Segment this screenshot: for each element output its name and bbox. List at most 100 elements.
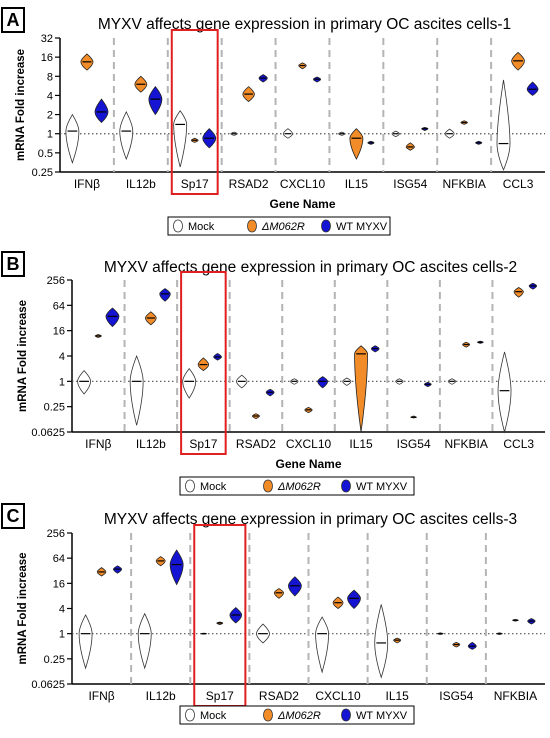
legend-label: WT MYXV	[336, 221, 388, 233]
x-tick-label: RSAD2	[259, 689, 299, 703]
x-tick-label: IL12b	[146, 689, 176, 703]
y-tick-label: 4	[47, 90, 53, 102]
legend-label: ΔM062R	[261, 221, 305, 233]
x-tick-label: IFNβ	[85, 437, 111, 451]
legend-label: WT MYXV	[356, 710, 408, 722]
legend-swatch	[263, 708, 273, 722]
violin-mark	[65, 113, 80, 164]
y-tick-label: 0.0625	[31, 427, 65, 439]
x-tick-label: Sp17	[181, 177, 209, 191]
highlight-box	[180, 271, 227, 455]
violin-mark	[354, 345, 368, 433]
x-tick-label: NFKBIA	[442, 177, 485, 191]
y-tick-label: 0.25	[44, 402, 65, 414]
x-tick-label: ISG54	[397, 437, 431, 451]
x-tick-label: ISG54	[393, 177, 427, 191]
violin-mark	[496, 79, 511, 171]
y-tick-label: 1	[59, 376, 65, 388]
violin-mark	[94, 98, 109, 124]
legend-label: Mock	[200, 481, 227, 493]
violin-mark	[173, 110, 188, 168]
legend-swatch	[263, 479, 273, 493]
panel-label: A	[7, 10, 20, 30]
violin-mark	[105, 307, 120, 328]
x-tick-label: CXCL10	[315, 689, 361, 703]
legend-box	[179, 705, 415, 725]
violin-mark	[119, 111, 134, 161]
panel-label-box	[1, 251, 25, 277]
y-axis-label: mRNA Fold increase	[17, 552, 29, 664]
violin-mark	[349, 128, 364, 160]
legend-box	[179, 476, 415, 496]
y-axis-label: mRNA Fold increase	[15, 49, 27, 161]
legend-box	[167, 216, 391, 236]
panel-label-box	[1, 503, 25, 529]
legend-label: ΔM062R	[277, 710, 321, 722]
y-tick-label: 64	[53, 300, 65, 312]
violin-mark	[497, 351, 512, 434]
violin-mark	[347, 589, 361, 610]
y-tick-label: 0.25	[32, 167, 53, 179]
highlight-box	[170, 29, 219, 195]
x-tick-label: Sp17	[189, 437, 217, 451]
violin-mark	[148, 85, 163, 116]
legend-swatch	[185, 479, 195, 493]
y-tick-label: 8	[47, 71, 53, 83]
x-tick-label: IL12b	[126, 177, 156, 191]
violin-mark	[317, 376, 329, 389]
legend-label: ΔM062R	[277, 481, 321, 493]
violin-mark	[169, 549, 184, 586]
legend-label: Mock	[188, 221, 215, 233]
x-tick-label: RSAD2	[229, 177, 269, 191]
panel-label: C	[7, 506, 20, 526]
legend-label: WT MYXV	[356, 481, 408, 493]
legend-swatch	[341, 708, 351, 722]
y-tick-label: 4	[59, 351, 65, 363]
y-tick-label: 0.5	[38, 148, 53, 160]
y-tick-label: 16	[41, 52, 53, 64]
violin-mark	[78, 614, 93, 670]
panel-B: B MYXV affects gene expression in primary…	[1, 251, 545, 496]
x-tick-label: IL15	[386, 689, 410, 703]
violin-mark	[159, 288, 171, 302]
chart-title: MYXV affects gene expression in primary …	[104, 511, 517, 528]
y-tick-label: 4	[59, 604, 65, 616]
x-tick-label: IFNβ	[74, 177, 100, 191]
y-tick-label: 0.0625	[31, 679, 65, 691]
panel-A: A MYXV affects gene expression in primary…	[1, 7, 545, 236]
legend: Mock ΔM062R WT MYXV	[167, 216, 391, 236]
legend-swatch	[247, 219, 257, 233]
x-tick-label: CCL3	[503, 177, 534, 191]
chart-title: MYXV affects gene expression in primary …	[98, 16, 511, 33]
x-tick-label: ISG54	[439, 689, 473, 703]
legend-swatch	[321, 219, 331, 233]
legend-swatch	[341, 479, 351, 493]
x-axis-label: Gene Name	[275, 457, 341, 471]
y-tick-label: 16	[53, 578, 65, 590]
x-tick-label: IL15	[345, 177, 369, 191]
y-tick-label: 2	[47, 110, 53, 122]
violin-mark	[273, 588, 284, 599]
violin-mark	[513, 287, 524, 298]
violin-mark	[137, 612, 152, 670]
violin-mark	[129, 354, 144, 426]
legend-label: Mock	[200, 710, 227, 722]
x-tick-label: NFKBIA	[444, 437, 487, 451]
y-tick-label: 256	[47, 275, 65, 287]
x-tick-label: IL15	[349, 437, 373, 451]
panel-label: B	[7, 254, 20, 274]
x-tick-label: IFNβ	[88, 689, 114, 703]
y-tick-label: 1	[47, 129, 53, 141]
panel-label-box	[1, 7, 25, 33]
y-tick-label: 64	[53, 553, 65, 565]
y-tick-label: 1	[59, 629, 65, 641]
panel-C: C MYXV affects gene expression in primary…	[1, 503, 545, 725]
legend-swatch	[173, 219, 183, 233]
violin-mark	[315, 616, 329, 674]
y-tick-label: 16	[53, 326, 65, 338]
y-tick-label: 32	[41, 33, 53, 45]
x-axis-label: Gene Name	[269, 197, 335, 211]
y-tick-label: 256	[47, 528, 65, 540]
y-tick-label: 0.25	[44, 654, 65, 666]
